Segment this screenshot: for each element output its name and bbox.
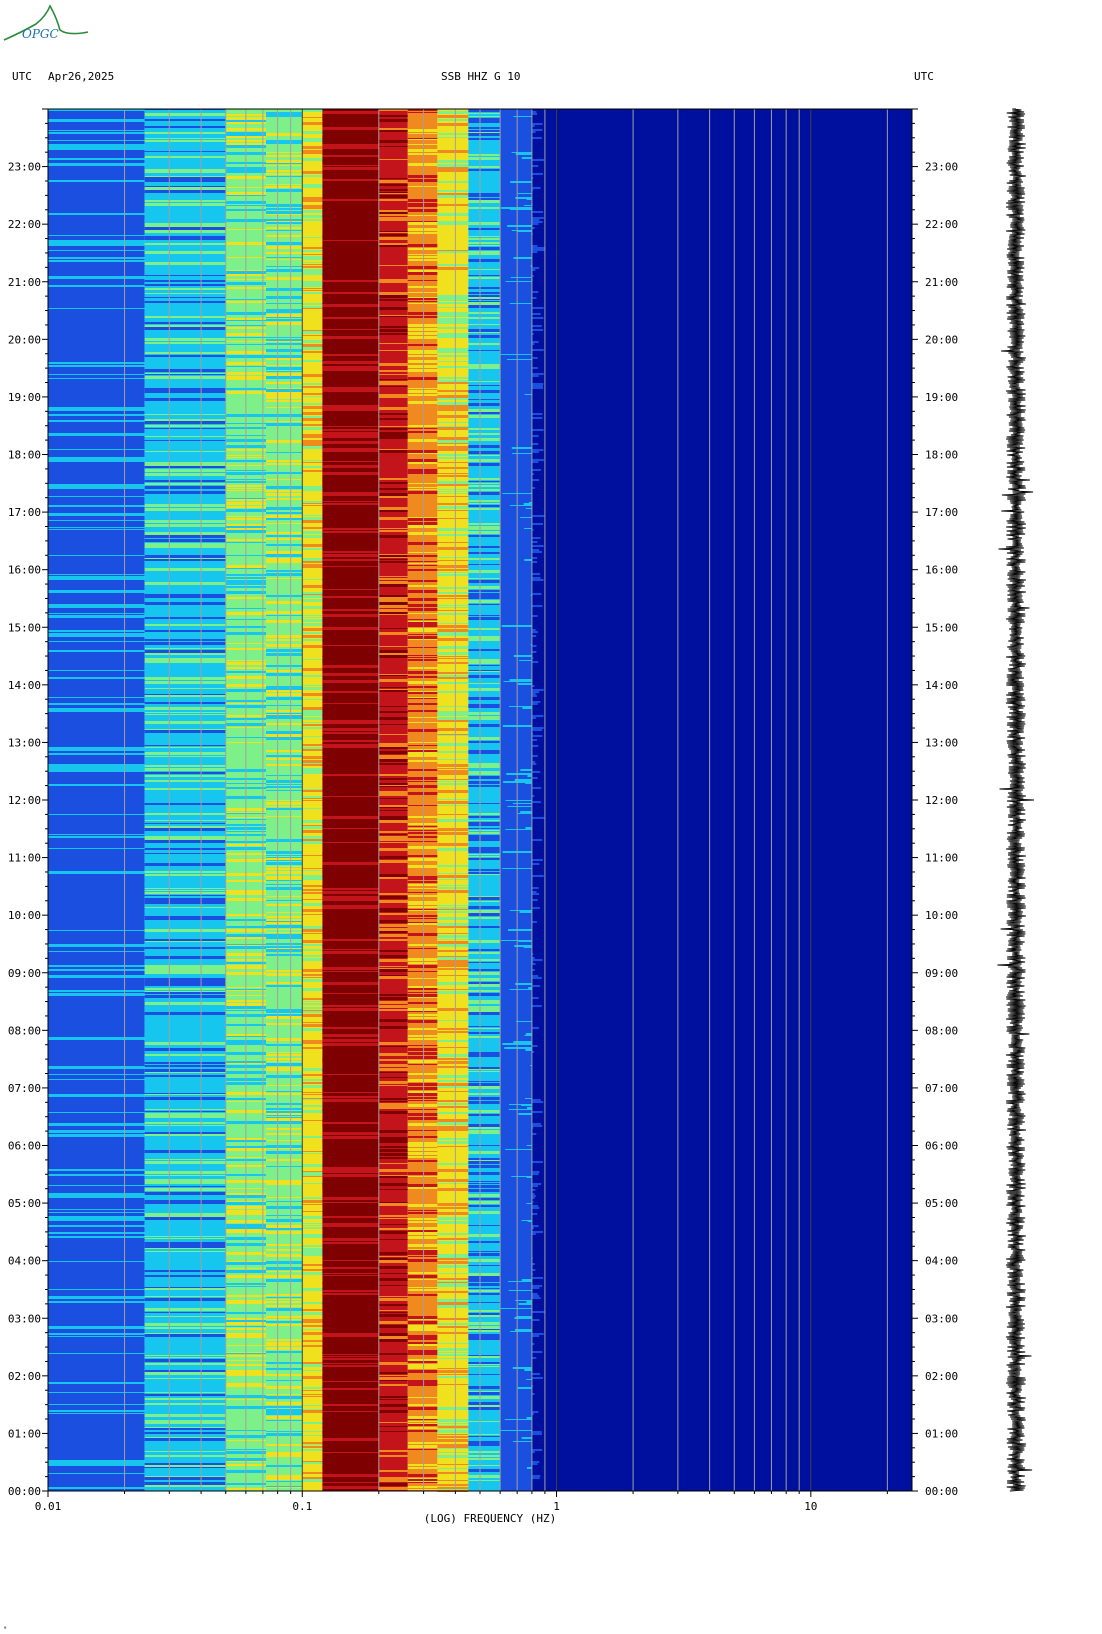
- time-tick-label-left: 10:00: [8, 909, 41, 922]
- time-tick-label-right: 20:00: [925, 333, 958, 346]
- time-tick-label-left: 18:00: [8, 449, 41, 462]
- time-tick-label-left: 12:00: [8, 794, 41, 807]
- time-tick-label-right: 19:00: [925, 391, 958, 404]
- frequency-axis: 0.01 0.1 1 10: [35, 1491, 888, 1513]
- time-tick-label-right: 10:00: [925, 909, 958, 922]
- time-tick-label-right: 16:00: [925, 564, 958, 577]
- time-tick-label-left: 22:00: [8, 218, 41, 231]
- band-stripes: [265, 112, 303, 1488]
- time-tick-label-left: 19:00: [8, 391, 41, 404]
- time-tick-label-right: 03:00: [925, 1312, 958, 1325]
- left-timezone-label: UTC: [12, 70, 32, 83]
- time-tick-label-right: 07:00: [925, 1082, 958, 1095]
- time-tick-label-left: 21:00: [8, 276, 41, 289]
- time-tick-label-left: 15:00: [8, 621, 41, 634]
- time-tick-label-right: 05:00: [925, 1197, 958, 1210]
- frequency-band: [531, 109, 912, 1491]
- channel-label: SSB HHZ G 10: [441, 70, 521, 83]
- time-tick-label-right: 23:00: [925, 161, 958, 174]
- time-tick-label-right: 11:00: [925, 852, 958, 865]
- frequency-tick-label: 10: [804, 1500, 817, 1513]
- frequency-tick-label: 0.1: [292, 1500, 312, 1513]
- time-tick-label-right: 13:00: [925, 736, 958, 749]
- time-tick-label-right: 09:00: [925, 967, 958, 980]
- band-stripes: [378, 109, 408, 1490]
- time-tick-label-left: 08:00: [8, 1024, 41, 1037]
- time-tick-label-right: 00:00: [925, 1485, 958, 1498]
- time-tick-label-right: 22:00: [925, 218, 958, 231]
- time-tick-label-left: 09:00: [8, 967, 41, 980]
- band-stripes: [144, 109, 226, 1487]
- time-tick-label-right: 21:00: [925, 276, 958, 289]
- right-timezone-label: UTC: [914, 70, 934, 83]
- time-tick-label-right: 02:00: [925, 1370, 958, 1383]
- time-tick-label-left: 06:00: [8, 1140, 41, 1153]
- time-tick-label-left: 04:00: [8, 1255, 41, 1268]
- time-tick-label-right: 18:00: [925, 449, 958, 462]
- seismogram-waveform: [997, 108, 1035, 1492]
- footer-mark: ᵃ: [3, 1625, 8, 1633]
- time-tick-label-left: 03:00: [8, 1312, 41, 1325]
- time-tick-label-right: 12:00: [925, 794, 958, 807]
- date-label: Apr26,2025: [48, 70, 115, 83]
- logo-text: OPGC: [22, 27, 59, 41]
- frequency-tick-label: 0.01: [35, 1500, 62, 1513]
- frequency-band: [48, 109, 145, 1491]
- time-tick-label-right: 08:00: [925, 1024, 958, 1037]
- time-tick-label-left: 01:00: [8, 1427, 41, 1440]
- time-tick-label-left: 23:00: [8, 161, 41, 174]
- time-tick-label-right: 17:00: [925, 506, 958, 519]
- time-tick-label-right: 04:00: [925, 1255, 958, 1268]
- opgc-logo-icon: [3, 4, 89, 41]
- spectral-edge: [500, 109, 545, 1491]
- time-axis: 00:00 00:00 01:00 01:00 02:00 02:00 03:00 03:00…: [8, 108, 958, 1498]
- x-axis-label: (LOG) FREQUENCY (HZ): [424, 1512, 556, 1525]
- band-stripes: [302, 109, 323, 1482]
- time-tick-label-left: 16:00: [8, 564, 41, 577]
- time-tick-label-left: 02:00: [8, 1370, 41, 1383]
- seismogram-trace: [997, 108, 1035, 1492]
- band-stripes: [322, 111, 379, 1489]
- time-tick-label-left: 11:00: [8, 852, 41, 865]
- band-stripes: [407, 109, 438, 1490]
- time-tick-label-left: 00:00: [8, 1485, 41, 1498]
- time-tick-label-left: 17:00: [8, 506, 41, 519]
- time-tick-label-left: 05:00: [8, 1197, 41, 1210]
- time-tick-label-right: 15:00: [925, 621, 958, 634]
- time-tick-label-left: 14:00: [8, 679, 41, 692]
- time-tick-label-right: 06:00: [925, 1140, 958, 1153]
- frequency-tick-label: 1: [553, 1500, 560, 1513]
- time-tick-label-left: 20:00: [8, 333, 41, 346]
- time-tick-label-right: 14:00: [925, 679, 958, 692]
- time-tick-label-left: 07:00: [8, 1082, 41, 1095]
- band-stripes: [437, 111, 469, 1492]
- band-stripes: [48, 109, 145, 1489]
- time-tick-label-left: 13:00: [8, 736, 41, 749]
- band-stripes: [468, 109, 501, 1481]
- time-tick-label-right: 01:00: [925, 1427, 958, 1440]
